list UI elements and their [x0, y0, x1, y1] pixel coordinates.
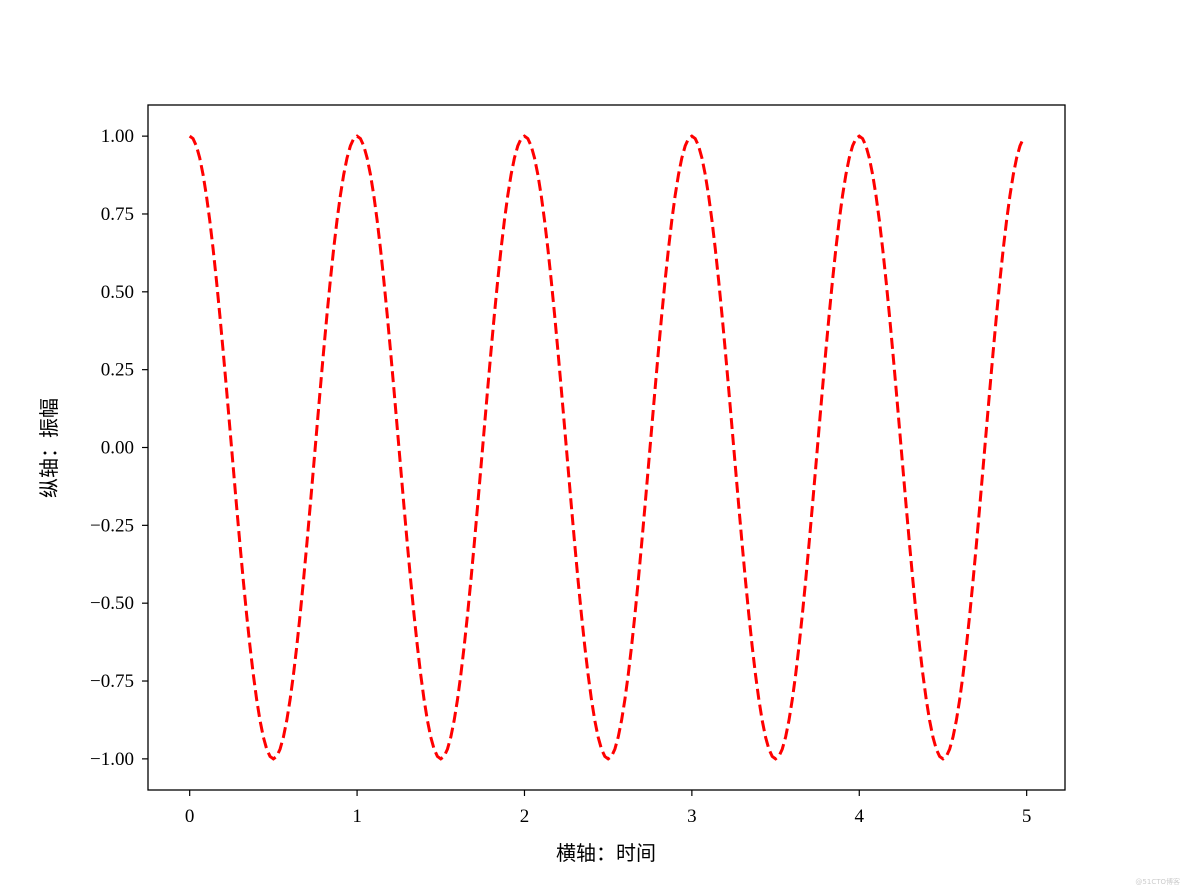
x-axis-label: 横轴：时间 — [556, 841, 656, 865]
x-tick-label: 5 — [1022, 806, 1032, 827]
x-tick-label: 3 — [687, 806, 697, 827]
y-tick-label: 0.75 — [101, 204, 134, 225]
y-axis-label: 纵轴：振幅 — [37, 398, 61, 498]
series-line — [188, 134, 1025, 761]
x-tick-label: 2 — [520, 806, 530, 827]
axes-frame — [147, 104, 1066, 791]
y-tick-label: 1.00 — [101, 126, 134, 147]
watermark: @51CTO博客 — [1135, 877, 1180, 886]
y-tick-label: −1.00 — [90, 749, 134, 770]
y-tick-label: −0.75 — [90, 671, 134, 692]
x-tick-label: 0 — [185, 806, 195, 827]
y-axis: 1.00 0.75 0.50 0.25 0.00 −0.25 −0.50 −0.75 −1.00 — [90, 126, 148, 770]
x-tick-label: 4 — [855, 806, 865, 827]
y-tick-label: 0.00 — [101, 438, 134, 459]
y-tick-label: 0.25 — [101, 360, 134, 381]
x-tick-label: 1 — [352, 806, 362, 827]
y-tick-label: −0.50 — [90, 593, 134, 614]
x-axis: 0 1 2 3 4 5 — [185, 790, 1031, 827]
series-layer — [188, 134, 1025, 761]
y-tick-label: 0.50 — [101, 282, 134, 303]
y-tick-label: −0.25 — [90, 515, 134, 536]
